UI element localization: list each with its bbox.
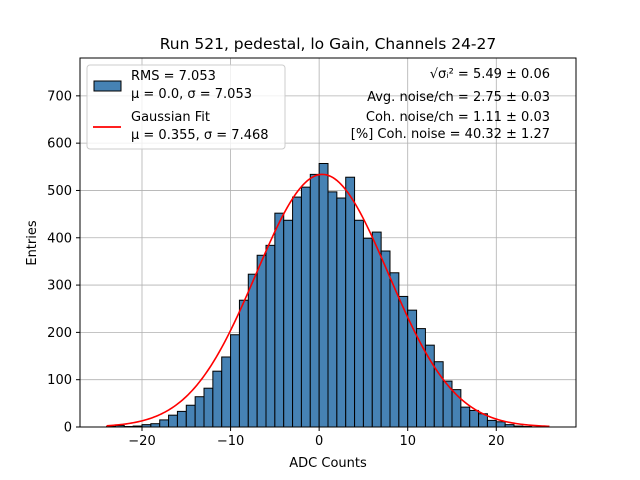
- histogram-bar: [495, 421, 506, 428]
- histogram-bar: [354, 219, 364, 428]
- y-axis: 0 100 200 300 400 500 600 700: [47, 89, 80, 436]
- y-tick-label: 700: [47, 89, 72, 104]
- histogram-bar: [185, 404, 196, 428]
- histogram-bar: [336, 197, 347, 428]
- legend: RMS = 7.053 μ = 0.0, σ = 7.053 Gaussian …: [86, 64, 286, 150]
- histogram-bar: [159, 419, 170, 428]
- histogram-bar: [362, 237, 373, 428]
- annotation-coh-noise: Coh. noise/ch = 1.11 ± 0.03: [366, 110, 550, 125]
- histogram-bar: [274, 212, 285, 428]
- legend-histogram-stats: μ = 0.0, σ = 7.053: [131, 87, 252, 102]
- sigma-sum-value: = 5.49 ± 0.06: [454, 67, 550, 82]
- histogram-bar: [371, 231, 382, 428]
- noise-annotations: √σᵢ² = 5.49 ± 0.06 Avg. noise/ch = 2.75 …: [351, 67, 550, 142]
- y-tick-label: 200: [47, 326, 72, 341]
- histogram-bar: [194, 396, 205, 428]
- legend-fit-stats: μ = 0.355, σ = 7.468: [131, 128, 269, 143]
- histogram-bar: [327, 191, 338, 428]
- y-tick-label: 100: [47, 373, 72, 388]
- histogram-bar: [256, 254, 267, 428]
- y-tick-label: 500: [47, 184, 72, 199]
- histogram-bar: [168, 414, 178, 428]
- histogram-bar: [309, 173, 320, 428]
- histogram-bar: [283, 219, 294, 428]
- y-axis-label: Entries: [25, 220, 40, 266]
- histogram-bar: [345, 176, 356, 428]
- legend-fit-label: Gaussian Fit: [131, 110, 210, 125]
- legend-histogram-swatch: [93, 80, 122, 92]
- histogram-bar: [265, 244, 276, 428]
- gaussian-fit-curve: [106, 173, 550, 428]
- y-tick-label: 300: [47, 279, 72, 294]
- legend-box: [86, 64, 286, 150]
- x-tick-label: 10: [399, 434, 416, 449]
- histogram-bar: [424, 344, 435, 428]
- histogram-bar: [433, 361, 444, 428]
- histogram-bar: [221, 356, 232, 428]
- histogram-bar: [212, 370, 223, 428]
- histogram-bar: [318, 162, 329, 428]
- histogram-bar: [230, 334, 240, 428]
- sigma-sum-radical: √σᵢ²: [430, 67, 454, 82]
- histogram-bar: [469, 409, 480, 428]
- plot-frame: [79, 57, 577, 428]
- annotation-avg-noise: Avg. noise/ch = 2.75 ± 0.03: [367, 90, 550, 105]
- y-tick-label: 400: [47, 231, 72, 246]
- histogram-bar: [176, 410, 187, 428]
- histogram-bar: [247, 273, 258, 428]
- x-tick-label: 0: [315, 434, 323, 449]
- histogram-bar: [300, 186, 311, 428]
- annotation-coh-noise-percent: [%] Coh. noise = 40.32 ± 1.27: [351, 127, 550, 142]
- y-tick-label: 0: [64, 421, 72, 436]
- legend-histogram-label: RMS = 7.053: [131, 69, 216, 84]
- histogram-bar: [486, 419, 497, 428]
- x-axis: −20 −10 0 10 20: [128, 427, 505, 449]
- x-axis-label: ADC Counts: [289, 456, 367, 471]
- y-tick-label: 600: [47, 137, 72, 152]
- chart-title: Run 521, pedestal, lo Gain, Channels 24-…: [160, 35, 497, 53]
- annotation-sigma-sum: √σᵢ² = 5.49 ± 0.06: [430, 67, 550, 82]
- histogram-bar: [292, 196, 302, 428]
- histogram-bar: [380, 250, 391, 428]
- x-tick-label: 20: [488, 434, 505, 449]
- histogram-bars: [106, 162, 533, 428]
- histogram-bar: [460, 406, 471, 428]
- x-tick-label: −10: [217, 434, 244, 449]
- histogram-bar: [238, 299, 249, 428]
- histogram-bar: [203, 387, 214, 428]
- x-tick-label: −20: [128, 434, 155, 449]
